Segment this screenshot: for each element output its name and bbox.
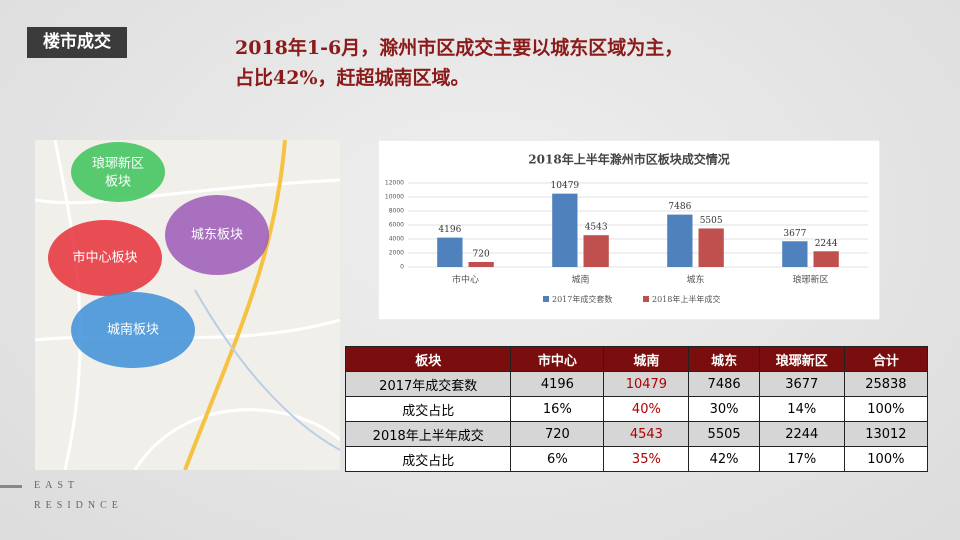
bubble-label: 城东板块 xyxy=(191,228,243,243)
data-label: 2244 xyxy=(815,239,838,249)
table-cell: 100% xyxy=(843,446,929,472)
footer-bar xyxy=(0,485,22,488)
table-cell: 42% xyxy=(688,446,760,472)
table-cell: 30% xyxy=(688,396,760,422)
header-cell: 合计 xyxy=(843,346,929,372)
bubble xyxy=(71,142,165,202)
x-tick-label: 琅琊新区 xyxy=(792,274,828,286)
bar xyxy=(437,237,463,267)
y-tick-label: 0 xyxy=(400,264,404,271)
data-label: 10479 xyxy=(551,181,580,191)
legend-label: 2017年成交套数 xyxy=(552,294,612,304)
header-cell: 琅琊新区 xyxy=(758,346,845,372)
data-label: 720 xyxy=(473,249,490,259)
table-header-row: 板块 市中心 城南 城东 琅琊新区 合计 xyxy=(344,346,929,372)
header-cell: 城东 xyxy=(688,346,760,372)
y-tick-label: 8000 xyxy=(389,208,404,215)
bubble-label: 市中心板块 xyxy=(72,250,137,266)
y-tick-label: 2000 xyxy=(389,250,404,257)
data-label: 4543 xyxy=(585,223,608,233)
data-label: 5505 xyxy=(700,216,723,226)
footer-text: EAST xyxy=(34,480,79,491)
table-cell: 3677 xyxy=(758,371,845,397)
table-row: 成交占比 6% 35% 42% 17% 100% xyxy=(344,446,929,472)
table-row: 2017年成交套数 4196 10479 7486 3677 25838 xyxy=(344,371,929,397)
x-tick-label: 城东 xyxy=(686,274,704,286)
table-cell: 2018年上半年成交 xyxy=(344,421,512,447)
data-label: 4196 xyxy=(438,225,461,235)
bar xyxy=(552,193,578,267)
table: 板块 市中心 城南 城东 琅琊新区 合计 2017年成交套数 4196 10479 7486 367… xyxy=(344,346,929,472)
header-cell: 城南 xyxy=(603,346,690,372)
bubble xyxy=(165,195,269,275)
data-label: 7486 xyxy=(668,202,691,212)
table-cell: 4543 xyxy=(603,421,690,447)
bar xyxy=(667,214,693,267)
table-cell: 7486 xyxy=(688,371,760,397)
river xyxy=(194,289,340,451)
x-tick-label: 市中心 xyxy=(452,274,479,286)
table-cell: 成交占比 xyxy=(344,446,512,472)
bar xyxy=(698,228,724,267)
bar xyxy=(468,261,494,267)
table-cell: 2017年成交套数 xyxy=(344,371,512,397)
table-cell: 25838 xyxy=(843,371,929,397)
table-cell: 100% xyxy=(843,396,929,422)
chart-bg xyxy=(378,140,880,320)
y-tick-label: 4000 xyxy=(389,236,404,243)
table-row: 2018年上半年成交 720 4543 5505 2244 13012 xyxy=(344,421,929,447)
chart-title: 2018年上半年滁州市区板块成交情况 xyxy=(528,152,729,167)
table-cell: 成交占比 xyxy=(344,396,512,422)
headline: 占比42%，赶超城南区域。 xyxy=(235,67,470,89)
table-cell: 2244 xyxy=(758,421,845,447)
table-cell: 5505 xyxy=(688,421,760,447)
bubble-label: 城南板块 xyxy=(107,322,159,338)
bar xyxy=(782,241,808,267)
table-cell: 16% xyxy=(510,396,605,422)
y-tick-label: 6000 xyxy=(389,222,404,229)
legend-swatch xyxy=(643,296,649,302)
table-row: 成交占比 16% 40% 30% 14% 100% xyxy=(344,396,929,422)
header-cell: 板块 xyxy=(344,346,512,372)
y-tick-label: 12000 xyxy=(385,180,404,187)
table-cell: 13012 xyxy=(843,421,929,447)
legend-label: 2018年上半年成交 xyxy=(652,294,720,304)
table-cell: 720 xyxy=(510,421,605,447)
legend-swatch xyxy=(543,296,549,302)
bubble xyxy=(48,220,162,296)
bar xyxy=(583,235,609,267)
chart: 2018年上半年滁州市区板块成交情况 0 2000 4000 6000 8000 1000… xyxy=(378,140,880,320)
map: 琅琊新区 板块 城东板块 市中心板块 城南板块 xyxy=(35,140,340,470)
table-cell: 6% xyxy=(510,446,605,472)
header-cell: 市中心 xyxy=(510,346,605,372)
headline: 2018年1-6月，滁州市区成交主要以城东区域为主， xyxy=(235,37,684,59)
table-cell: 40% xyxy=(603,396,690,422)
table-cell: 4196 xyxy=(510,371,605,397)
highway xyxy=(183,140,287,470)
table-cell: 10479 xyxy=(603,371,690,397)
table-cell: 17% xyxy=(758,446,845,472)
footer-text: RESIDNCE xyxy=(34,500,123,511)
bubble-label: 板块 xyxy=(105,175,131,190)
bubble xyxy=(71,292,195,368)
bar xyxy=(813,251,839,267)
table-cell: 35% xyxy=(603,446,690,472)
y-tick-label: 10000 xyxy=(385,194,404,201)
section-tag: 楼市成交 xyxy=(27,27,127,58)
data-label: 3677 xyxy=(783,229,806,239)
table-cell: 14% xyxy=(758,396,845,422)
x-tick-label: 城南 xyxy=(571,274,589,286)
bubble-label: 琅琊新区 xyxy=(92,156,144,172)
